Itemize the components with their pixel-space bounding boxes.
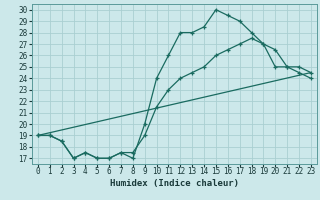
X-axis label: Humidex (Indice chaleur): Humidex (Indice chaleur) [110,179,239,188]
